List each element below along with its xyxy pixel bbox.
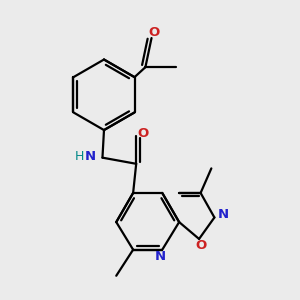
Text: N: N <box>155 250 166 263</box>
Text: O: O <box>195 239 206 252</box>
Text: H: H <box>75 150 84 163</box>
Text: N: N <box>218 208 229 221</box>
Text: O: O <box>148 26 160 39</box>
Text: O: O <box>137 127 148 140</box>
Text: N: N <box>85 150 96 163</box>
